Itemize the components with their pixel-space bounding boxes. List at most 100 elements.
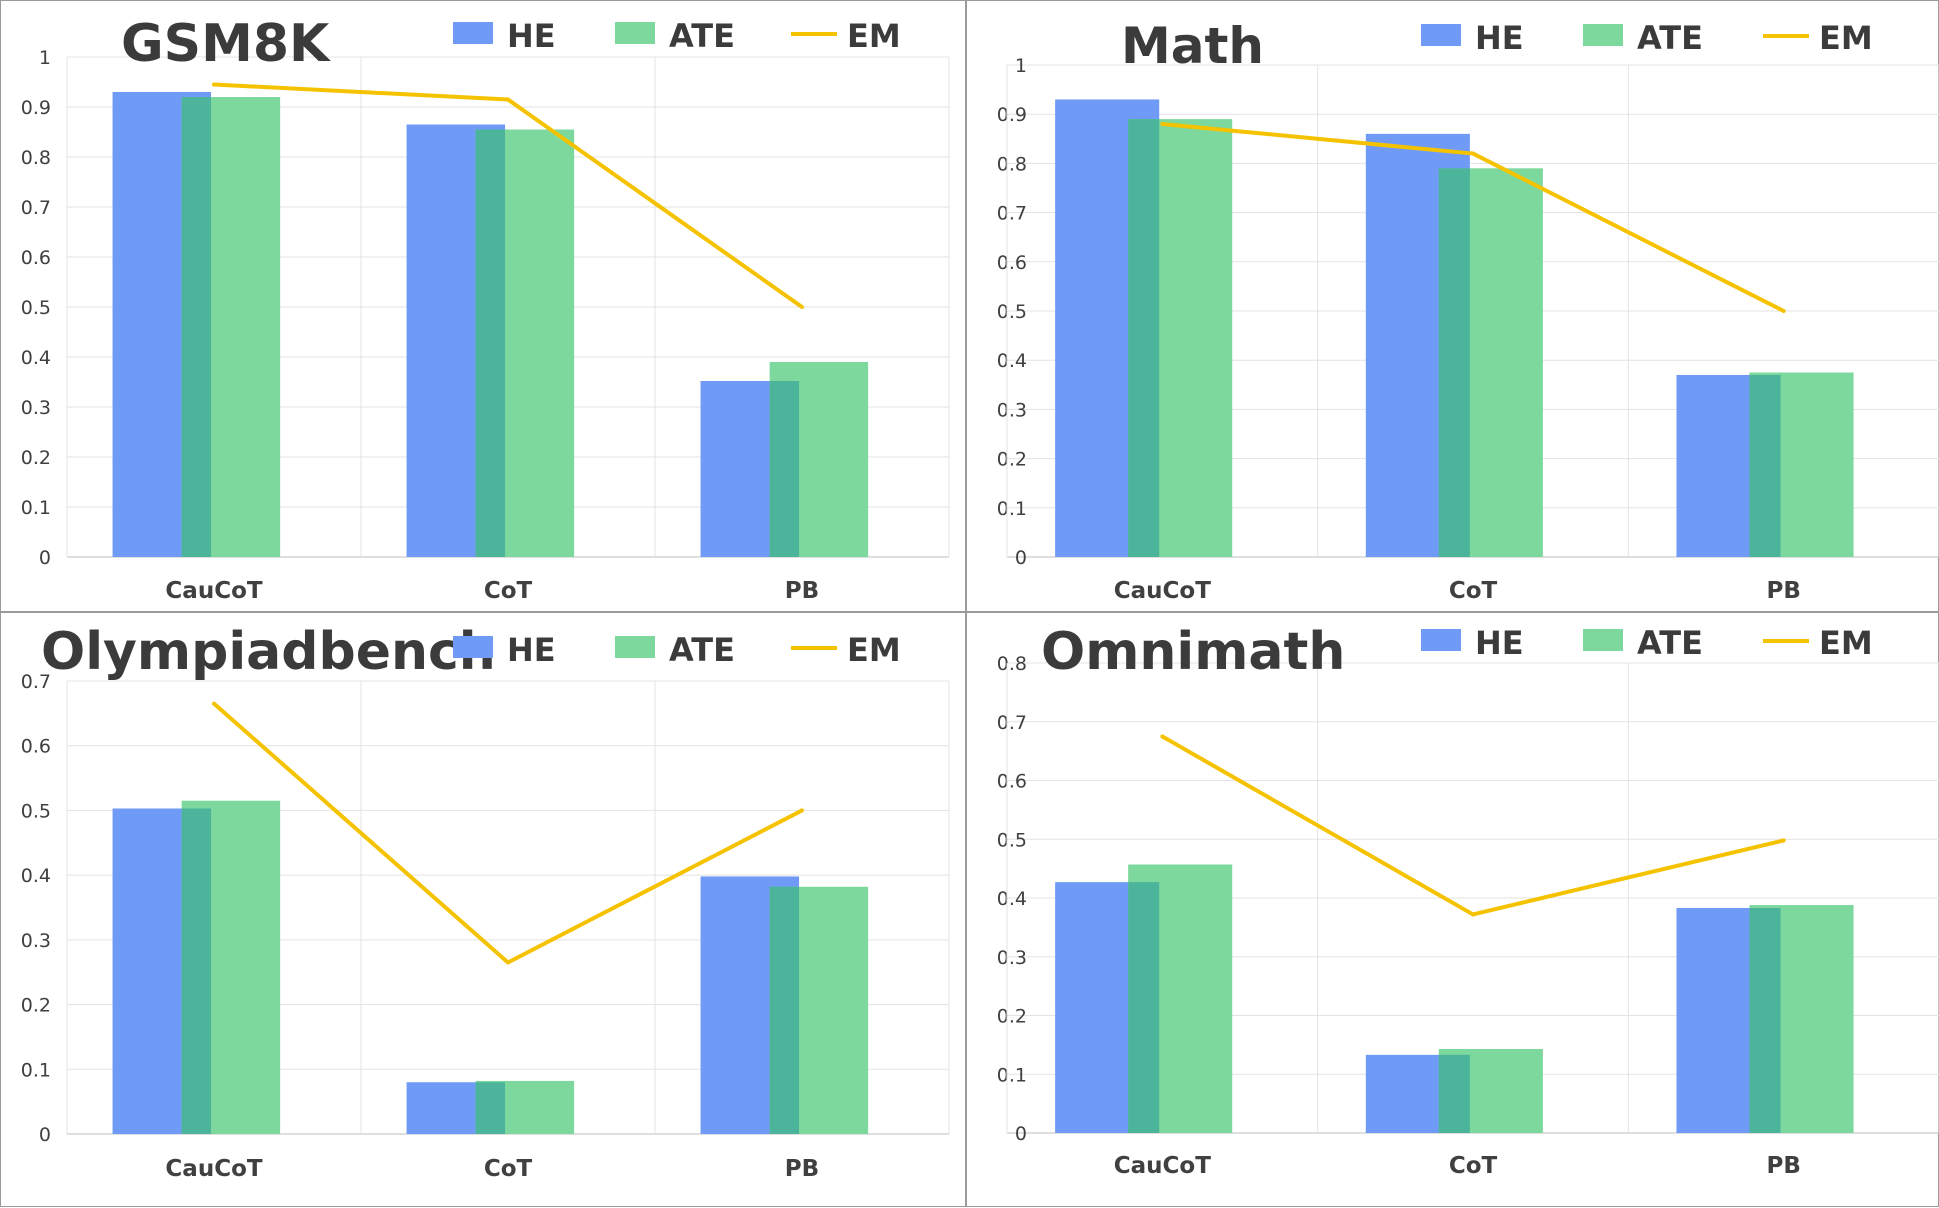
- x-category-label: CoT: [1449, 1153, 1498, 1179]
- x-category-label: PB: [1766, 578, 1800, 604]
- y-tick-label: 0.5: [21, 800, 51, 822]
- y-tick-label: 0.2: [997, 449, 1027, 471]
- y-tick-label: 0.8: [997, 153, 1027, 175]
- bar-overlap-pb: [769, 381, 800, 557]
- chart-title: Math: [1121, 17, 1264, 75]
- x-category-label: CoT: [1449, 578, 1498, 604]
- gsm8k-chart-panel: 0 0.1 0.2 0.3 0.4 0.5 0.6 0.7 0.8 0.9 1 CauCoT CoT PB…: [0, 0, 966, 612]
- bar-overlap-caucot: [1128, 882, 1160, 1133]
- legend-he-swatch: [453, 636, 493, 658]
- bar-overlap-pb: [769, 886, 800, 1134]
- y-tick-label: 0.1: [21, 1059, 51, 1081]
- em-point: [1781, 838, 1786, 843]
- x-category-label: PB: [785, 1156, 819, 1182]
- legend-ate-swatch: [1583, 24, 1623, 46]
- bar-overlap-cot: [1438, 168, 1470, 557]
- bar-overlap-caucot: [1128, 119, 1160, 558]
- x-category-label: CauCoT: [1114, 1153, 1211, 1179]
- chart-title: GSM8K: [121, 14, 331, 74]
- em-point: [800, 808, 804, 813]
- y-tick-label: 0.3: [21, 397, 51, 419]
- em-point: [1160, 734, 1165, 739]
- em-point: [506, 97, 510, 102]
- y-tick-label: 0: [1015, 547, 1027, 569]
- legend-he-swatch: [453, 22, 493, 44]
- y-tick-label: 0: [39, 547, 51, 569]
- y-tick-label: 0.8: [21, 147, 51, 169]
- legend-ate-label: ATE: [669, 631, 735, 669]
- legend-he-label: HE: [1475, 624, 1524, 662]
- chart-svg: 0 0.1 0.2 0.3 0.4 0.5 0.6 0.7 0.8 CauCoT CoT PB Omni…: [997, 622, 1939, 1179]
- y-tick-label: 0.2: [21, 995, 51, 1017]
- y-tick-label: 0.1: [997, 498, 1027, 520]
- bar-overlap-caucot: [181, 808, 212, 1134]
- legend-he-label: HE: [507, 17, 556, 55]
- legend-ate-label: ATE: [1637, 19, 1703, 57]
- y-tick-label: 0.5: [21, 297, 51, 319]
- em-point: [1471, 912, 1475, 917]
- y-tick-label: 0.5: [997, 301, 1027, 323]
- legend-em-label: EM: [1819, 624, 1873, 662]
- legend-em-label: EM: [847, 631, 901, 669]
- y-tick-label: 0.4: [997, 888, 1027, 910]
- x-category-label: CauCoT: [1114, 578, 1211, 604]
- chart-title: Olympiadbench: [41, 622, 496, 682]
- y-tick-label: 0.9: [997, 104, 1027, 126]
- em-line: [1161, 734, 1785, 917]
- y-tick-label: 0.7: [21, 671, 51, 693]
- y-tick-label: 0.7: [21, 197, 51, 219]
- legend-em-label: EM: [1819, 19, 1873, 57]
- bar-overlap-caucot: [181, 97, 212, 557]
- legend-ate-label: ATE: [1637, 624, 1703, 662]
- y-tick-label: 0.6: [21, 736, 51, 758]
- x-category-label: CoT: [484, 1156, 533, 1182]
- y-tick-label: 0.6: [21, 247, 51, 269]
- legend-he-label: HE: [1475, 19, 1524, 57]
- bar-overlap-cot: [475, 129, 506, 557]
- olympiadbench-chart-panel: 0 0.1 0.2 0.3 0.4 0.5 0.6 0.7 CauCoT CoT PB Olympia…: [0, 612, 966, 1207]
- y-tick-label: 0.1: [21, 497, 51, 519]
- math-chart-panel: 0 0.1 0.2 0.3 0.4 0.5 0.6 0.7 0.8 0.9 1 CauCoT CoT PB…: [966, 0, 1939, 612]
- em-point: [212, 701, 216, 706]
- x-category-label: CoT: [484, 578, 533, 604]
- y-tick-label: 0.2: [21, 447, 51, 469]
- y-tick-label: 0: [39, 1124, 51, 1146]
- chart-svg: 0 0.1 0.2 0.3 0.4 0.5 0.6 0.7 0.8 0.9 1 CauCoT CoT PB…: [997, 17, 1939, 604]
- y-tick-label: 0.2: [997, 1006, 1027, 1028]
- y-tick-label: 0.4: [21, 865, 51, 887]
- chart-svg: 0 0.1 0.2 0.3 0.4 0.5 0.6 0.7 0.8 0.9 1 CauCoT CoT PB…: [21, 14, 950, 604]
- omnimath-chart-panel: 0 0.1 0.2 0.3 0.4 0.5 0.6 0.7 0.8 CauCoT CoT PB Omni…: [966, 612, 1939, 1207]
- em-point: [800, 305, 804, 309]
- y-tick-label: 0.6: [997, 771, 1027, 793]
- y-tick-label: 1: [39, 47, 51, 69]
- legend-he-swatch: [1421, 629, 1461, 651]
- y-tick-label: 0: [1015, 1123, 1027, 1145]
- y-tick-label: 0.3: [21, 930, 51, 952]
- y-tick-label: 1: [1015, 55, 1027, 77]
- y-tick-label: 0.5: [997, 829, 1027, 851]
- em-point: [1160, 122, 1165, 127]
- legend-he-label: HE: [507, 631, 556, 669]
- legend-ate-swatch: [615, 22, 655, 44]
- y-tick-label: 0.7: [997, 712, 1027, 734]
- chart-title: Omnimath: [1041, 622, 1345, 682]
- legend-em-label: EM: [847, 17, 901, 55]
- y-tick-label: 0.4: [21, 347, 51, 369]
- x-category-label: CauCoT: [165, 1156, 262, 1182]
- legend-ate-swatch: [1583, 629, 1623, 651]
- bar-overlap-pb: [1749, 374, 1781, 557]
- x-category-label: PB: [1766, 1153, 1800, 1179]
- y-tick-label: 0.9: [21, 97, 51, 119]
- em-point: [212, 82, 216, 87]
- y-tick-label: 0.4: [997, 350, 1027, 372]
- em-point: [1781, 309, 1786, 313]
- em-point: [506, 960, 510, 965]
- y-tick-label: 0.8: [997, 653, 1027, 675]
- y-tick-label: 0.7: [997, 203, 1027, 225]
- bar-overlap-cot: [475, 1082, 506, 1134]
- legend-he-swatch: [1421, 24, 1461, 46]
- y-tick-label: 0.6: [997, 252, 1027, 274]
- chart-svg: 0 0.1 0.2 0.3 0.4 0.5 0.6 0.7 CauCoT CoT PB Olympia…: [21, 622, 950, 1182]
- bar-overlap-pb: [1749, 907, 1781, 1133]
